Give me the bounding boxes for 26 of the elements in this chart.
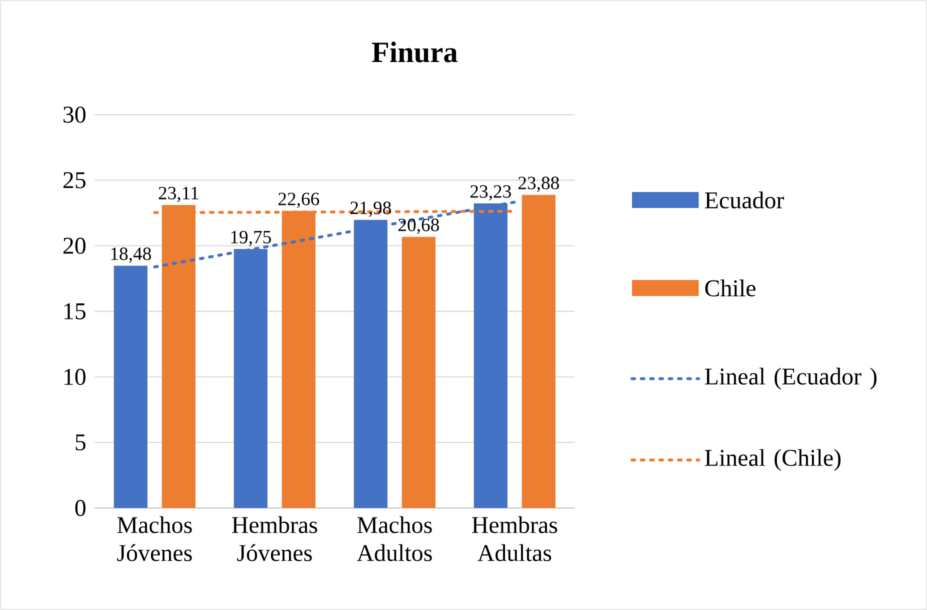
bar — [114, 266, 148, 508]
x-tick-label: Hembras Adultas — [472, 516, 558, 562]
chart-title: Finura — [372, 42, 458, 62]
y-tick-label: 0 — [75, 500, 86, 516]
x-tick-label: Hembras Jóvenes — [232, 516, 318, 562]
data-label: 23,88 — [518, 176, 559, 192]
y-tick-label: 30 — [64, 106, 86, 123]
data-label: 19,75 — [231, 230, 271, 246]
bar — [402, 236, 436, 508]
bar — [522, 194, 556, 508]
data-label: 23,11 — [158, 186, 198, 202]
x-tick-label: Machos Adultos — [356, 516, 432, 562]
y-tick-label: 20 — [63, 238, 86, 254]
y-tick-label: 10 — [64, 368, 86, 385]
legend-label: Lineal (Ecuador ) — [704, 368, 876, 390]
x-tick-label: Machos Jóvenes — [117, 516, 192, 562]
y-tick-label: 5 — [76, 434, 86, 450]
data-label: 20,68 — [398, 218, 439, 234]
y-tick-label: 25 — [63, 172, 86, 188]
legend-label: Lineal (Chile) — [704, 449, 841, 471]
data-label: 22,66 — [278, 192, 320, 208]
data-label: 23,23 — [470, 185, 511, 200]
y-tick-label: 15 — [64, 303, 86, 320]
data-label: 18,48 — [111, 247, 151, 263]
legend-label: Ecuador — [704, 192, 784, 208]
legend-label: Chile — [705, 280, 756, 296]
